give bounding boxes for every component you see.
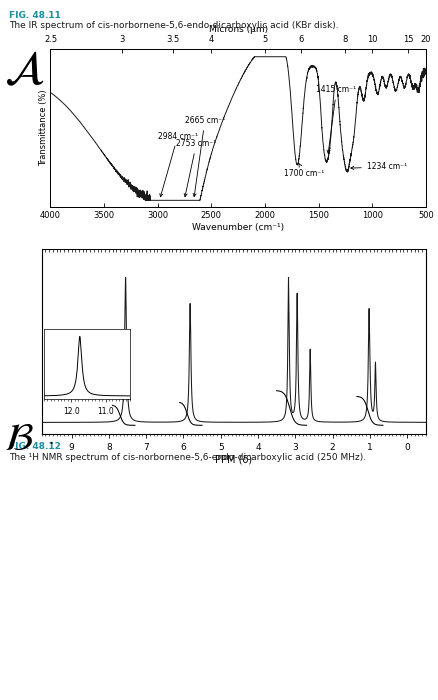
Text: FIG. 48.12: FIG. 48.12 <box>9 442 60 452</box>
Text: FIG. 48.11: FIG. 48.11 <box>9 10 60 20</box>
Text: 1700 cm⁻¹: 1700 cm⁻¹ <box>284 163 324 178</box>
Text: 1415 cm⁻¹: 1415 cm⁻¹ <box>316 85 356 153</box>
Text: $\mathcal{B}$: $\mathcal{B}$ <box>4 420 34 458</box>
Text: 2665 cm⁻¹: 2665 cm⁻¹ <box>184 116 225 197</box>
Text: 1234 cm⁻¹: 1234 cm⁻¹ <box>350 162 406 172</box>
Text: 2984 cm⁻¹: 2984 cm⁻¹ <box>157 132 198 197</box>
Text: $\mathcal{A}$: $\mathcal{A}$ <box>4 49 45 94</box>
X-axis label: Microns (μm): Microns (μm) <box>208 25 267 34</box>
X-axis label: Wavenumber (cm⁻¹): Wavenumber (cm⁻¹) <box>192 223 283 232</box>
Text: 2753 cm⁻¹: 2753 cm⁻¹ <box>176 139 216 197</box>
Text: The ¹H NMR spectrum of ​cis-norbornene-5,6-endo-dicarboxylic acid (250 MHz).: The ¹H NMR spectrum of ​cis-norbornene-5… <box>9 453 365 462</box>
X-axis label: PPM (δ): PPM (δ) <box>215 455 252 465</box>
Text: .: . <box>48 430 53 449</box>
Text: The IR spectrum of ​cis-norbornene-5,6-endo-dicarboxylic acid (KBr disk).: The IR spectrum of ​cis-norbornene-5,6-e… <box>9 21 338 30</box>
Y-axis label: Transmittance (%): Transmittance (%) <box>39 90 48 166</box>
